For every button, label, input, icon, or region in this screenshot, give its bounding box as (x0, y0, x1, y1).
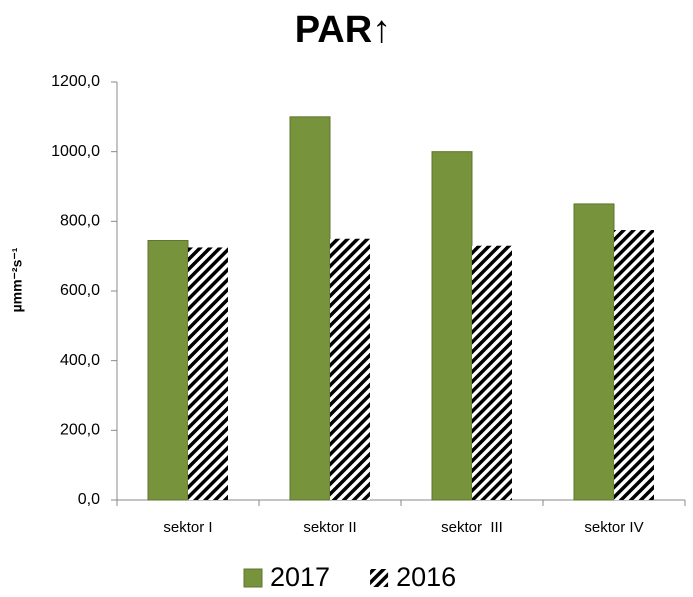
bar (188, 247, 228, 500)
legend-swatch (243, 568, 263, 588)
y-tick-label: 200,0 (60, 422, 100, 439)
bar (614, 230, 654, 500)
x-tick-label: sektor II (303, 519, 356, 536)
x-tick-label: sektor I (163, 519, 212, 536)
y-tick-label: 600,0 (60, 282, 100, 299)
legend-swatch (370, 569, 389, 587)
bar (573, 203, 615, 501)
y-tick-label: 0,0 (78, 491, 100, 508)
bar (330, 238, 370, 500)
y-axis-title: µmm⁻²s⁻¹ (9, 247, 25, 312)
bar (289, 116, 331, 501)
y-tick-label: 1200,0 (51, 73, 100, 90)
bar (147, 239, 189, 501)
legend-label: 2016 (396, 562, 456, 592)
y-tick-label: 800,0 (60, 213, 100, 230)
bar (431, 151, 473, 501)
legend-label: 2017 (270, 562, 330, 592)
y-tick-label: 400,0 (60, 352, 100, 369)
bar (472, 245, 512, 500)
x-tick-label: sektor III (441, 519, 503, 536)
x-tick-label: sektor IV (584, 519, 643, 536)
chart-title: PAR↑ (295, 9, 391, 51)
y-tick-label: 1000,0 (51, 143, 100, 160)
